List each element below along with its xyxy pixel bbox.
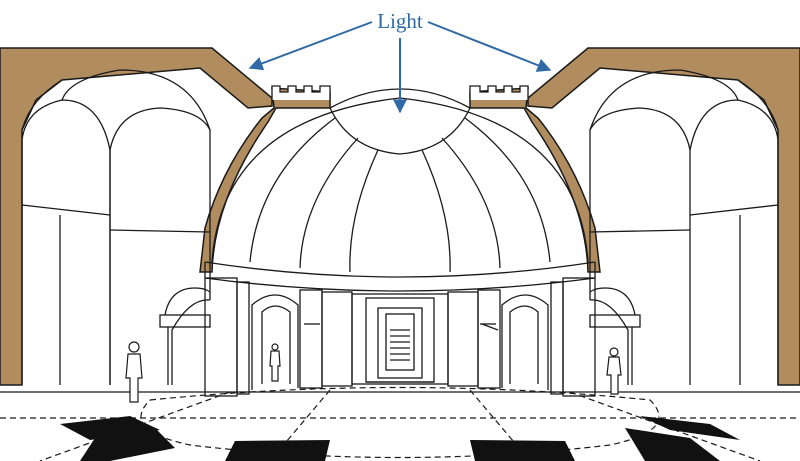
central-portal-deep bbox=[385, 313, 415, 371]
right-arch-cornice bbox=[589, 314, 641, 328]
figure-right bbox=[606, 347, 622, 395]
dome-rib-3 bbox=[349, 149, 379, 273]
left-crenellation bbox=[271, 85, 331, 100]
floor-mark-1 bbox=[60, 416, 160, 440]
right-vault-arc-3 bbox=[589, 107, 691, 151]
light-label: Light bbox=[377, 9, 423, 33]
niche-arch-right bbox=[501, 294, 549, 390]
arrow-left bbox=[248, 21, 373, 71]
floor-mark-4 bbox=[470, 440, 575, 461]
floor-diag-3 bbox=[269, 389, 331, 461]
dome-rib-5 bbox=[441, 137, 501, 269]
right-vault-arc-2 bbox=[589, 69, 739, 300]
left-vault-arc-2 bbox=[61, 69, 211, 300]
side-arch-right bbox=[589, 299, 629, 385]
figure-left-small bbox=[269, 343, 281, 382]
figure-left bbox=[125, 341, 143, 403]
left-small-arch bbox=[164, 287, 211, 316]
dome-rib-4 bbox=[421, 149, 451, 273]
rotunda-pier-3 bbox=[299, 289, 323, 389]
floor-diag-4 bbox=[469, 389, 531, 461]
arrow-right bbox=[427, 21, 552, 72]
drum-band-bottom bbox=[204, 277, 596, 292]
dome-rib-1 bbox=[249, 117, 336, 263]
dome-rib-2 bbox=[299, 137, 359, 269]
right-crenellation bbox=[469, 85, 529, 100]
rotunda-pier-6 bbox=[477, 289, 501, 389]
right-vault-line-2 bbox=[589, 229, 691, 233]
light-arrows bbox=[248, 21, 552, 114]
floor-ellipse bbox=[140, 386, 660, 459]
right-vault-line-1 bbox=[689, 204, 779, 216]
rotunda-pier-5 bbox=[447, 291, 479, 387]
left-vault-line-2 bbox=[109, 229, 211, 233]
right-vault-outer bbox=[737, 79, 779, 131]
floor-mark-5 bbox=[640, 416, 740, 440]
left-arch-cornice bbox=[159, 314, 211, 328]
side-arch-left bbox=[171, 299, 211, 385]
crenellations bbox=[271, 85, 529, 100]
central-portal-outer bbox=[351, 293, 449, 385]
right-vault-arc-1 bbox=[689, 99, 779, 385]
floor-mark-6 bbox=[625, 428, 720, 461]
right-wall-section bbox=[527, 47, 800, 386]
left-dome-section bbox=[199, 87, 331, 273]
niche-arch-left bbox=[251, 294, 299, 390]
architecture-linework bbox=[0, 69, 800, 397]
floor-mark-3 bbox=[225, 440, 330, 461]
dome-rib-6 bbox=[464, 117, 551, 263]
left-vault-line-1 bbox=[21, 204, 111, 216]
rotunda-pier-4 bbox=[321, 291, 353, 387]
right-dome-section bbox=[469, 87, 601, 273]
side-shelf-left bbox=[481, 323, 499, 331]
central-portal-inner bbox=[377, 307, 423, 379]
niche-arch-left-inner bbox=[261, 305, 291, 384]
drum-band-top bbox=[204, 261, 596, 278]
left-wall-section bbox=[0, 47, 273, 386]
floor-mark-2 bbox=[80, 428, 175, 461]
left-vault-arc-1 bbox=[21, 99, 111, 385]
rotunda-pier-8 bbox=[562, 277, 596, 397]
oculus bbox=[329, 107, 471, 155]
right-small-arch bbox=[589, 287, 636, 316]
left-vault-outer bbox=[21, 79, 63, 131]
human-figures bbox=[125, 341, 622, 403]
rotunda-pier-7 bbox=[550, 281, 564, 395]
niche-arch-right-inner bbox=[509, 305, 539, 384]
rotunda-pier-2 bbox=[236, 281, 250, 395]
floor-dark-marks bbox=[60, 416, 740, 461]
left-vault-arc-3 bbox=[109, 107, 211, 151]
